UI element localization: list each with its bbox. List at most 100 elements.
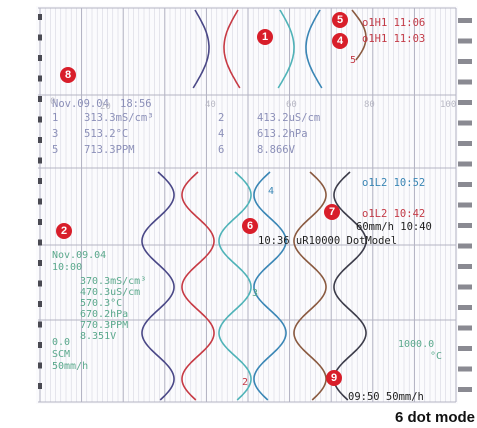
header-time: 18:56 [120,98,152,110]
perforation-hole [458,182,472,187]
channel-6-value: 8.866V [257,144,295,156]
perforation-hole [38,157,42,164]
alarm-record-2: o1H1 11:03 [362,33,426,45]
trend-trace-navy [141,171,175,401]
alarm-record-3: o1L2 10:52 [362,177,426,189]
perforation-holes [38,14,472,392]
perforation-hole [458,366,472,372]
right-unit: °C [430,351,443,362]
right-scale-high: 1000.0 [398,339,435,350]
perforation-hole [458,38,472,44]
trend-trace-teal-top [277,9,295,89]
callout-badge-4: 4 [332,33,348,49]
perforation-hole [38,75,42,82]
alarm-record-1: o1H1 11:06 [362,17,426,29]
perforation-hole [38,55,42,61]
channel-5-number: 5 [52,144,59,156]
perforation-hole [458,387,472,392]
perforation-hole [38,362,42,369]
bottom-time-speed: 09:50 50mm/h [348,391,424,403]
trend-trace-dark [333,171,367,401]
callout-badge-6: 6 [242,218,258,234]
left-reading-3: 570.3°C [80,298,123,309]
trend-trace-blue [253,171,287,401]
perforation-hole [38,301,42,307]
scale-tick-100: 100 [440,100,457,110]
channel-1-number: 1 [52,112,59,124]
perforation-hole [458,59,472,64]
trend-trace-brown-top [351,9,367,61]
header-date: Nov.09.04 [52,98,109,110]
callout-badge-2: 2 [56,223,72,239]
curve-label-3: 3 [252,288,259,299]
left-reading-6: 8.351V [80,331,117,342]
perforation-hole [458,100,472,105]
perforation-hole [458,141,472,146]
scale-tick-80: 80 [364,100,375,110]
scale-tick-60: 60 [286,100,297,110]
perforation-hole [458,325,472,331]
perforation-hole [458,305,472,310]
perforation-hole [458,223,472,228]
trend-trace-blue-top [305,9,323,89]
callout-badge-5: 5 [332,12,348,28]
channel-4-value: 613.2hPa [257,128,308,140]
trend-trace-red-top [223,9,241,89]
chart-grid [38,7,457,403]
perforation-hole [458,243,472,249]
trend-trace-navy-top [192,9,210,89]
channel-2-number: 2 [218,112,225,124]
callout-badge-9: 9 [326,370,342,386]
perforation-hole [38,321,42,328]
perforation-hole [38,239,42,246]
left-panel-time: 10:00 [52,262,83,273]
perforation-hole [458,120,472,126]
perforation-hole [38,96,42,102]
perforation-hole [458,79,472,85]
trend-trace-teal [218,171,252,401]
recorder-model-info: 10:36 uR10000 DotModel [258,235,398,247]
perforation-hole [458,264,472,269]
perforation-hole [458,18,472,23]
left-panel-date: Nov.09.04 [52,250,107,261]
scale-tick-20: 20 [100,102,111,112]
caption: 6 dot mode [394,409,475,426]
perforation-hole [38,219,42,225]
perforation-hole [38,198,42,205]
left-reading-4: 670.2hPa [80,309,129,320]
channel-6-number: 6 [218,144,225,156]
trend-trace-red [181,171,215,401]
channel-3-number: 3 [52,128,59,140]
curve-label-4: 4 [268,186,275,197]
perforation-hole [38,342,42,348]
left-reading-2: 470.3uS/cm [80,287,141,298]
left-unit: SCM [52,349,71,360]
channel-5-value: 713.3PPM [84,144,135,156]
perforation-hole [458,161,472,167]
trend-traces [141,9,367,401]
left-scale-low: 0.0 [52,337,71,348]
alarm-record-4: o1L2 10:42 [362,208,426,220]
left-reading-1: 370.3mS/cm³ [80,276,147,287]
perforation-hole [38,280,42,287]
perforation-hole [38,178,42,184]
perforation-hole [38,116,42,123]
perforation-hole [38,14,42,20]
perforation-hole [458,202,472,208]
perforation-hole [458,346,472,351]
channel-3-value: 513.2°C [84,128,129,140]
chart-speed-info: 60mm/h 10:40 [356,221,432,233]
perforation-hole [38,260,42,266]
callout-badge-7: 7 [324,204,340,220]
scale-tick-40: 40 [205,100,216,110]
perforation-hole [458,284,472,290]
trend-trace-brown [293,171,327,401]
perforation-hole [38,34,42,41]
channel-4-number: 4 [218,128,225,140]
channel-1-value: 313.3mS/cm³ [84,112,154,124]
left-reading-5: 770.3PPM [80,320,129,331]
scale-tick-0: 0 [50,97,56,107]
perforation-hole [38,137,42,143]
curve-label-2: 2 [242,377,249,388]
